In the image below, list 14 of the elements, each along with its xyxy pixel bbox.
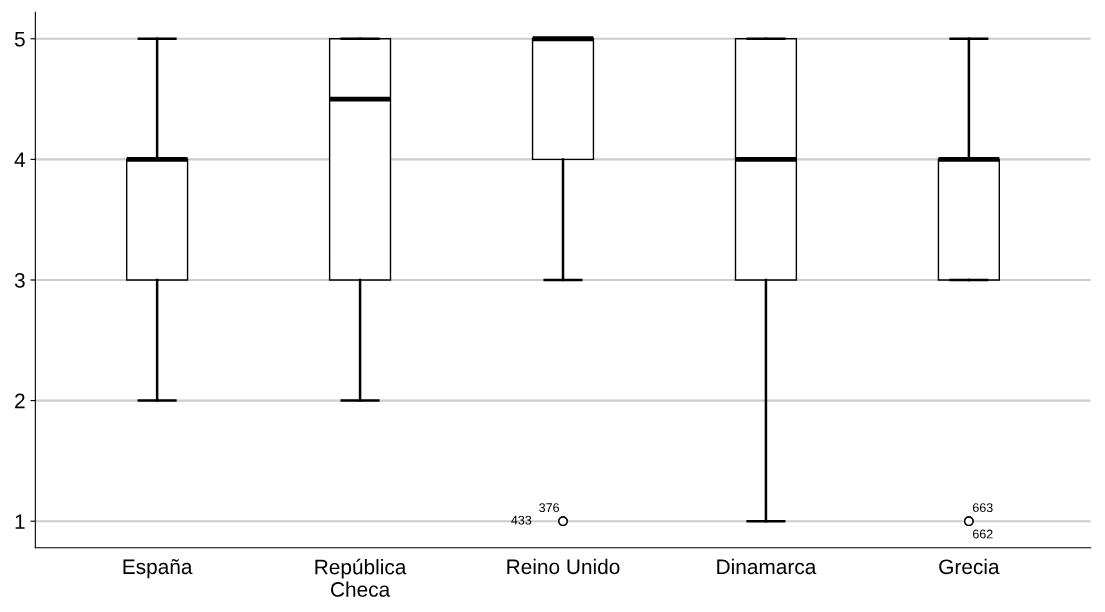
- annotation: 663: [972, 503, 993, 513]
- y-tick-label: 4: [14, 152, 26, 167]
- y-tick-label: 1: [15, 514, 25, 529]
- x-tick-label: Grecia: [939, 558, 1000, 575]
- annotation: 433: [511, 515, 532, 525]
- y-tick-label: 5: [14, 31, 25, 47]
- x-tick-label: Dinamarca: [717, 558, 817, 575]
- y-tick-label: 3: [14, 272, 25, 288]
- y-tick-label: 2: [15, 393, 25, 409]
- annotation: 376: [539, 503, 559, 513]
- x-tick-label: España: [123, 559, 193, 579]
- x-tick-label: República Checa: [315, 558, 407, 597]
- annotation: 662: [972, 529, 993, 539]
- x-tick-label: Reino Unido: [507, 558, 620, 575]
